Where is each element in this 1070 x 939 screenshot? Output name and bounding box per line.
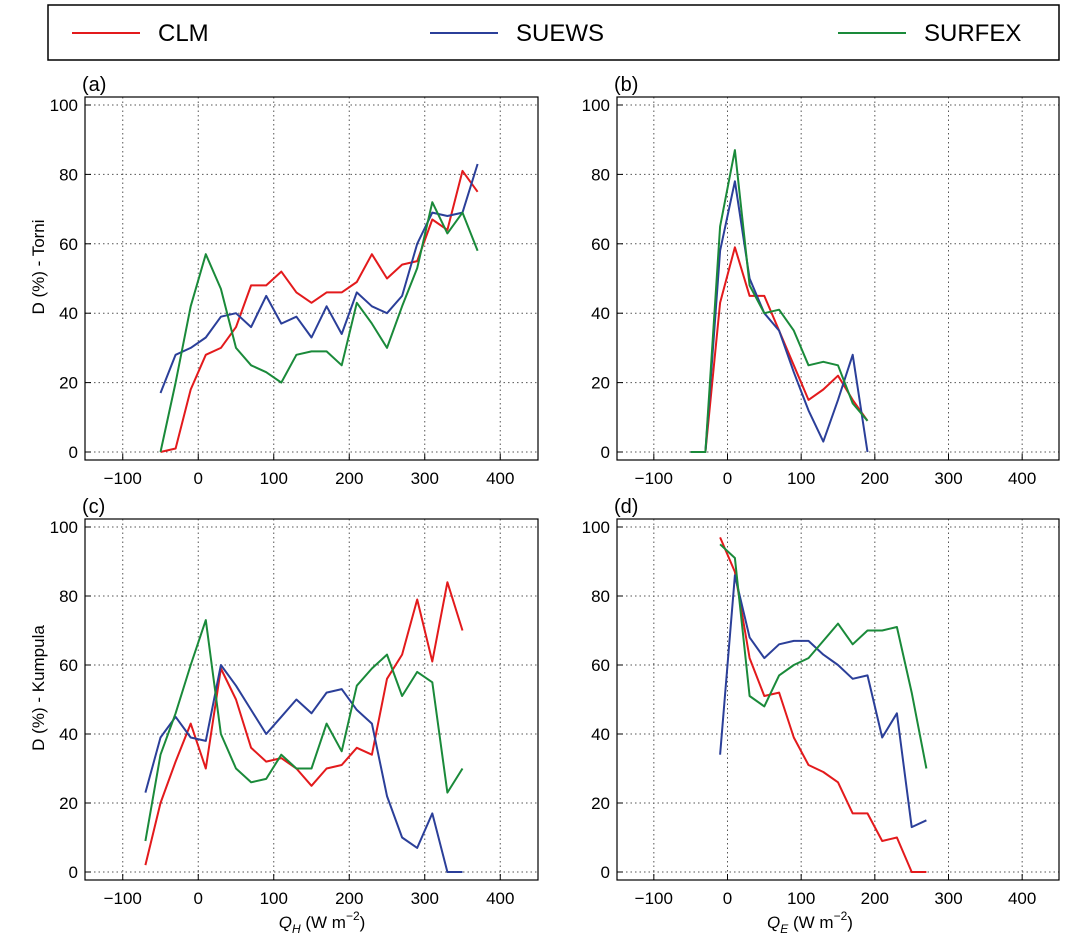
y-tick-label: 80 [591,587,610,606]
y-tick-label: 0 [69,443,78,462]
y-tick-label: 40 [591,304,610,323]
x-tick-label: 0 [194,889,203,908]
x-tick-label: 400 [486,889,514,908]
x-tick-label: 200 [335,889,363,908]
x-tick-label: 300 [411,469,439,488]
y-tick-label: 60 [591,235,610,254]
y-tick-label: 80 [59,165,78,184]
legend-label-surfex: SURFEX [924,20,1021,47]
series-line-surfex [159,201,479,453]
x-tick-label: 200 [335,469,363,488]
y-tick-label: 20 [59,374,78,393]
y-tick-label: 60 [59,235,78,254]
panel-label: (b) [614,74,638,96]
legend: CLM SUEWS SURFEX [47,4,1060,61]
legend-label-suews: SUEWS [516,20,604,47]
x-tick-label: 0 [723,469,732,488]
plot-frame [616,518,1060,881]
series-line-suews [144,664,463,873]
x-tick-label: −100 [104,889,142,908]
x-tick-label: 100 [787,889,815,908]
x-tick-label: −100 [635,469,673,488]
x-tick-label: 200 [861,889,889,908]
y-tick-label: 40 [59,725,78,744]
y-tick-label: 0 [601,863,610,882]
y-tick-label: 60 [591,656,610,675]
x-tick-label: 300 [411,889,439,908]
x-tick-label: −100 [104,469,142,488]
x-tick-label: 400 [1008,889,1036,908]
series-line-suews [159,163,479,394]
y-tick-label: 80 [591,165,610,184]
series-line-surfex [144,619,464,842]
panel-label: (c) [82,496,105,518]
y-tick-label: 80 [59,587,78,606]
x-axis-label-qh: QH (W m−2) [279,909,366,936]
series-line-clm [160,169,479,453]
series-line-clm [144,581,464,866]
x-tick-label: 100 [260,889,288,908]
series-line-suews [690,180,869,453]
y-tick-label: 0 [601,443,610,462]
y-axis-label-kumpula: D (%) - Kumpula [29,625,48,751]
plot-frame [84,518,539,881]
x-tick-label: 300 [934,889,962,908]
y-tick-label: 100 [582,96,610,115]
y-tick-label: 100 [582,518,610,537]
y-tick-label: 40 [591,725,610,744]
x-tick-label: −100 [635,889,673,908]
y-tick-label: 60 [59,656,78,675]
y-tick-label: 100 [50,96,78,115]
series-line-suews [719,574,927,829]
x-tick-label: 300 [934,469,962,488]
x-tick-label: 100 [260,469,288,488]
y-axis-label-torni: D (%) - Torni [29,219,48,314]
x-tick-label: 0 [723,889,732,908]
series-line-surfex [690,149,869,453]
panel-label: (d) [614,496,638,518]
y-tick-label: 0 [69,863,78,882]
x-tick-label: 400 [1008,469,1036,488]
plot-frame [84,96,539,461]
y-tick-label: 40 [59,304,78,323]
x-axis-label-qe: QE (W m−2) [767,909,853,936]
legend-label-clm: CLM [158,20,209,47]
series-line-surfex [719,543,928,769]
series-line-clm [719,537,927,873]
x-tick-label: 100 [787,469,815,488]
y-tick-label: 20 [591,374,610,393]
y-tick-label: 20 [59,794,78,813]
panel-label: (a) [82,74,106,96]
x-tick-label: 400 [486,469,514,488]
x-tick-label: 200 [861,469,889,488]
plot-frame [616,96,1060,461]
x-tick-label: 0 [194,469,203,488]
y-tick-label: 20 [591,794,610,813]
y-tick-label: 100 [50,518,78,537]
